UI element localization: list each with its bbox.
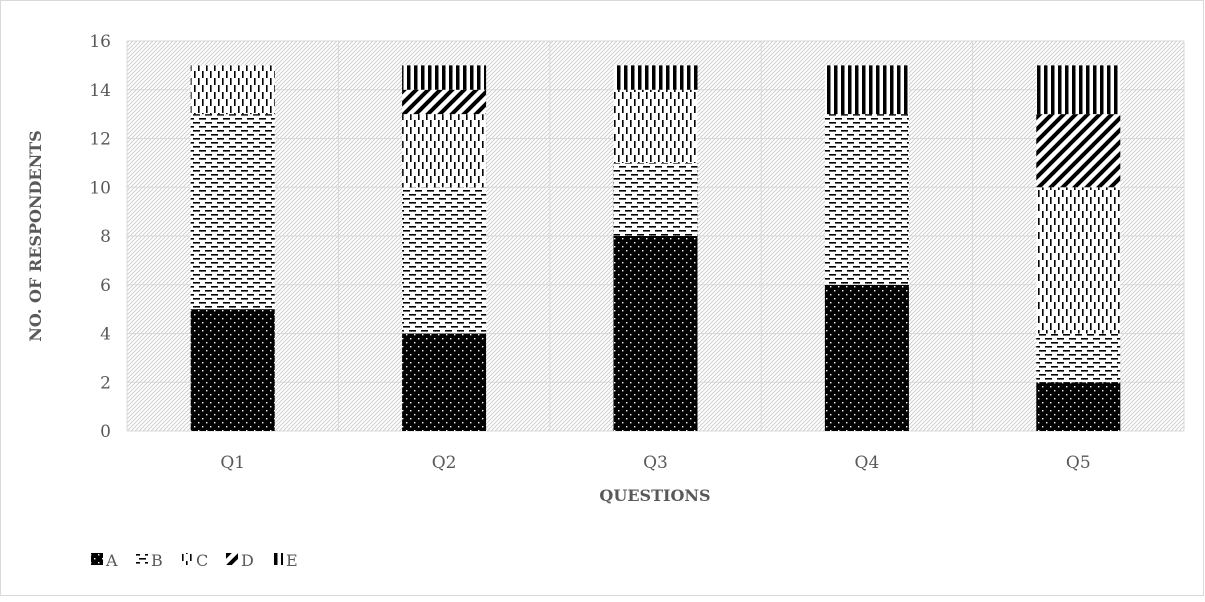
bar-segment-q1-a [190, 309, 275, 431]
legend-label-b: B [151, 551, 163, 570]
bar-segment-q2-d [402, 89, 487, 115]
y-tick-label: 12 [89, 130, 111, 150]
y-tick-label: 14 [89, 81, 111, 101]
y-tick-label: 0 [100, 422, 111, 442]
bar-segment-q1-c [190, 65, 275, 115]
legend-swatch-d [226, 553, 238, 565]
legend-swatch-b [136, 553, 148, 565]
bar-segment-q4-e [824, 65, 909, 115]
legend-label-c: C [196, 551, 208, 570]
bar-segment-q3-e [613, 65, 698, 90]
y-tick-label: 8 [100, 227, 111, 247]
legend-label-a: A [105, 551, 118, 570]
y-tick-label: 10 [89, 178, 111, 198]
bars [190, 65, 1121, 431]
bar-segment-q4-b [824, 114, 909, 285]
bar-segment-q3-b [613, 162, 698, 236]
y-tick-label: 6 [100, 276, 111, 296]
bar-segment-q2-b [402, 187, 487, 334]
x-tick-label: Q5 [1066, 453, 1091, 473]
x-axis-title: QUESTIONS [599, 486, 710, 505]
legend-label-d: D [241, 551, 254, 570]
y-tick-label: 4 [100, 325, 111, 345]
legend-label-e: E [286, 551, 298, 570]
bar-segment-q5-e [1036, 65, 1121, 115]
bar-segment-q5-a [1036, 382, 1121, 431]
bar-segment-q2-a [402, 333, 487, 431]
y-axis-title: NO. OF RESPONDENTS [26, 130, 45, 341]
bar-segment-q3-c [613, 89, 698, 163]
bar-segment-q4-a [824, 284, 909, 431]
bar-segment-q2-e [402, 65, 487, 90]
y-axis-ticks: 0 2 4 6 8 10 12 14 16 [89, 32, 111, 442]
x-tick-label: Q2 [432, 453, 457, 473]
bar-segment-q5-c [1036, 187, 1121, 334]
bar-segment-q2-c [402, 114, 487, 188]
legend-swatch-c [181, 553, 193, 565]
x-tick-label: Q3 [643, 453, 668, 473]
legend-swatch-a [91, 553, 103, 565]
bar-segment-q3-a [613, 236, 698, 431]
x-axis-ticks: Q1 Q2 Q3 Q4 Q5 [220, 453, 1090, 473]
y-tick-label: 2 [100, 373, 111, 393]
legend-swatch-e [271, 553, 283, 565]
x-tick-label: Q4 [855, 453, 880, 473]
y-tick-label: 16 [89, 32, 111, 52]
legend: A B C D E [91, 551, 298, 570]
x-tick-label: Q1 [220, 453, 245, 473]
bar-segment-q5-b [1036, 333, 1121, 383]
bar-segment-q1-b [190, 114, 275, 310]
bar-segment-q5-d [1036, 114, 1121, 188]
